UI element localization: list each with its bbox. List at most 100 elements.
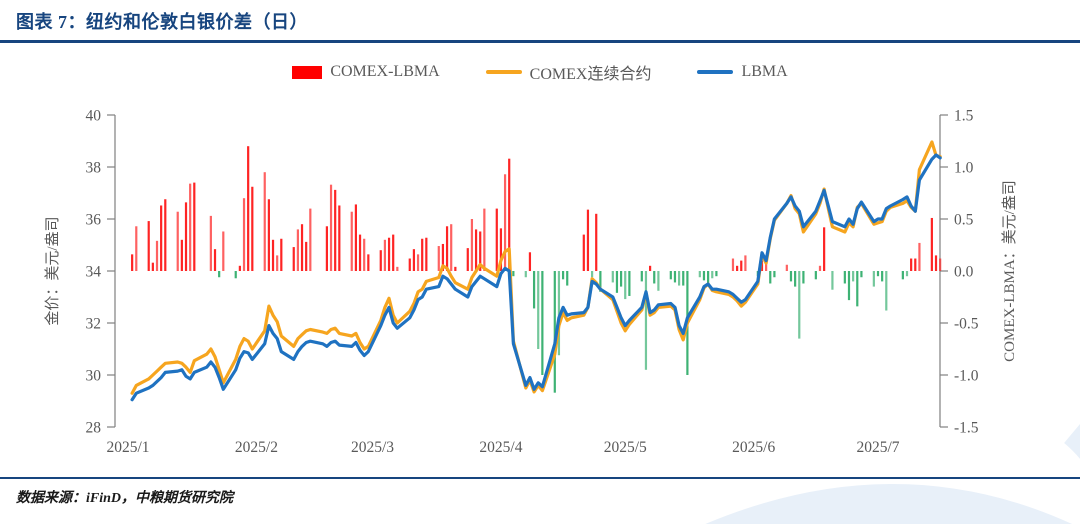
spread-bar[interactable] <box>541 271 544 375</box>
spread-bar[interactable] <box>711 271 714 279</box>
spread-bar[interactable] <box>222 231 225 271</box>
spread-bar[interactable] <box>773 271 776 278</box>
spread-bar[interactable] <box>918 242 921 271</box>
spread-bar[interactable] <box>794 271 797 287</box>
spread-bar[interactable] <box>242 198 246 271</box>
spread-bar[interactable] <box>396 266 399 271</box>
spread-bar[interactable] <box>474 229 478 271</box>
spread-bar[interactable] <box>765 262 768 271</box>
spread-bar[interactable] <box>512 271 515 277</box>
spread-bar[interactable] <box>218 271 221 278</box>
spread-bar[interactable] <box>387 237 391 271</box>
spread-bar[interactable] <box>234 271 237 279</box>
spread-bar[interactable] <box>338 205 341 271</box>
spread-bar[interactable] <box>905 271 909 277</box>
spread-bar[interactable] <box>503 174 507 271</box>
spread-bar[interactable] <box>653 271 656 284</box>
spread-bar[interactable] <box>731 258 735 271</box>
spread-bar[interactable] <box>930 217 933 271</box>
spread-bar[interactable] <box>789 271 793 282</box>
spread-bar[interactable] <box>267 199 270 271</box>
spread-bar[interactable] <box>628 271 631 296</box>
spread-bar[interactable] <box>847 271 851 301</box>
spread-bar[interactable] <box>582 234 585 271</box>
spread-bar[interactable] <box>934 255 938 271</box>
spread-bar[interactable] <box>524 271 527 278</box>
spread-bar[interactable] <box>914 258 917 271</box>
spread-bar[interactable] <box>785 264 788 271</box>
spread-bar[interactable] <box>305 241 308 271</box>
spread-bar[interactable] <box>644 271 648 370</box>
spread-bar[interactable] <box>350 211 353 271</box>
spread-bar[interactable] <box>595 213 598 271</box>
spread-bar[interactable] <box>798 271 801 339</box>
spread-bar[interactable] <box>599 271 602 292</box>
spread-bar[interactable] <box>508 158 511 271</box>
spread-bar[interactable] <box>155 240 159 271</box>
spread-bar[interactable] <box>860 271 863 278</box>
spread-bar[interactable] <box>673 271 677 283</box>
spread-bar[interactable] <box>831 271 834 290</box>
spread-bar[interactable] <box>557 271 561 356</box>
spread-bar[interactable] <box>329 184 333 271</box>
spread-bar[interactable] <box>532 271 536 309</box>
spread-bar[interactable] <box>682 271 685 286</box>
spread-bar[interactable] <box>425 237 428 271</box>
spread-bar[interactable] <box>881 271 884 282</box>
spread-bar[interactable] <box>499 228 503 271</box>
spread-bar[interactable] <box>363 238 366 271</box>
spread-bar[interactable] <box>698 271 701 278</box>
spread-bar[interactable] <box>566 271 569 286</box>
spread-bar[interactable] <box>553 271 556 393</box>
spread-bar[interactable] <box>885 271 888 311</box>
spread-bar[interactable] <box>901 271 904 280</box>
spread-bar[interactable] <box>823 227 826 271</box>
spread-bar[interactable] <box>483 208 486 271</box>
spread-bar[interactable] <box>421 238 424 271</box>
spread-bar[interactable] <box>479 231 482 271</box>
spread-bar[interactable] <box>910 258 913 271</box>
spread-bar[interactable] <box>445 226 449 271</box>
spread-bar[interactable] <box>160 205 163 271</box>
spread-bar[interactable] <box>619 271 623 287</box>
spread-bar[interactable] <box>648 265 652 271</box>
spread-bar[interactable] <box>852 271 855 282</box>
spread-bar[interactable] <box>354 204 358 271</box>
spread-bar[interactable] <box>131 254 134 271</box>
spread-bar[interactable] <box>615 271 619 293</box>
spread-bar[interactable] <box>802 271 805 284</box>
spread-bar[interactable] <box>184 202 188 271</box>
spread-bar[interactable] <box>280 238 283 271</box>
lbma-line[interactable] <box>130 153 942 402</box>
spread-bar[interactable] <box>657 271 660 291</box>
spread-bar[interactable] <box>669 271 672 280</box>
spread-bar[interactable] <box>640 271 643 282</box>
spread-bar[interactable] <box>379 250 382 271</box>
spread-bar[interactable] <box>358 234 362 271</box>
spread-bar[interactable] <box>744 255 747 271</box>
spread-bar[interactable] <box>334 189 337 271</box>
spread-bar[interactable] <box>437 246 440 271</box>
spread-bar[interactable] <box>213 249 217 271</box>
spread-bar[interactable] <box>263 172 266 271</box>
spread-bar[interactable] <box>151 262 154 271</box>
spread-bar[interactable] <box>309 208 312 271</box>
spread-bar[interactable] <box>392 234 395 271</box>
spread-bar[interactable] <box>702 271 706 281</box>
spread-bar[interactable] <box>176 211 179 271</box>
spread-bar[interactable] <box>470 219 474 271</box>
spread-bar[interactable] <box>408 258 411 271</box>
spread-bar[interactable] <box>209 215 212 271</box>
spread-bar[interactable] <box>180 239 183 271</box>
spread-bar[interactable] <box>707 271 710 284</box>
legend-item-comex[interactable]: COMEX连续合约 <box>485 60 651 84</box>
legend-item-lbma[interactable]: LBMA <box>697 63 788 81</box>
spread-bar[interactable] <box>300 224 304 271</box>
spread-bar[interactable] <box>843 271 846 284</box>
spread-bar[interactable] <box>276 255 279 271</box>
spread-bar[interactable] <box>760 260 764 271</box>
spread-bar[interactable] <box>769 271 772 284</box>
spread-bar[interactable] <box>296 229 299 271</box>
spread-bar[interactable] <box>164 199 167 271</box>
spread-bar[interactable] <box>466 248 469 271</box>
